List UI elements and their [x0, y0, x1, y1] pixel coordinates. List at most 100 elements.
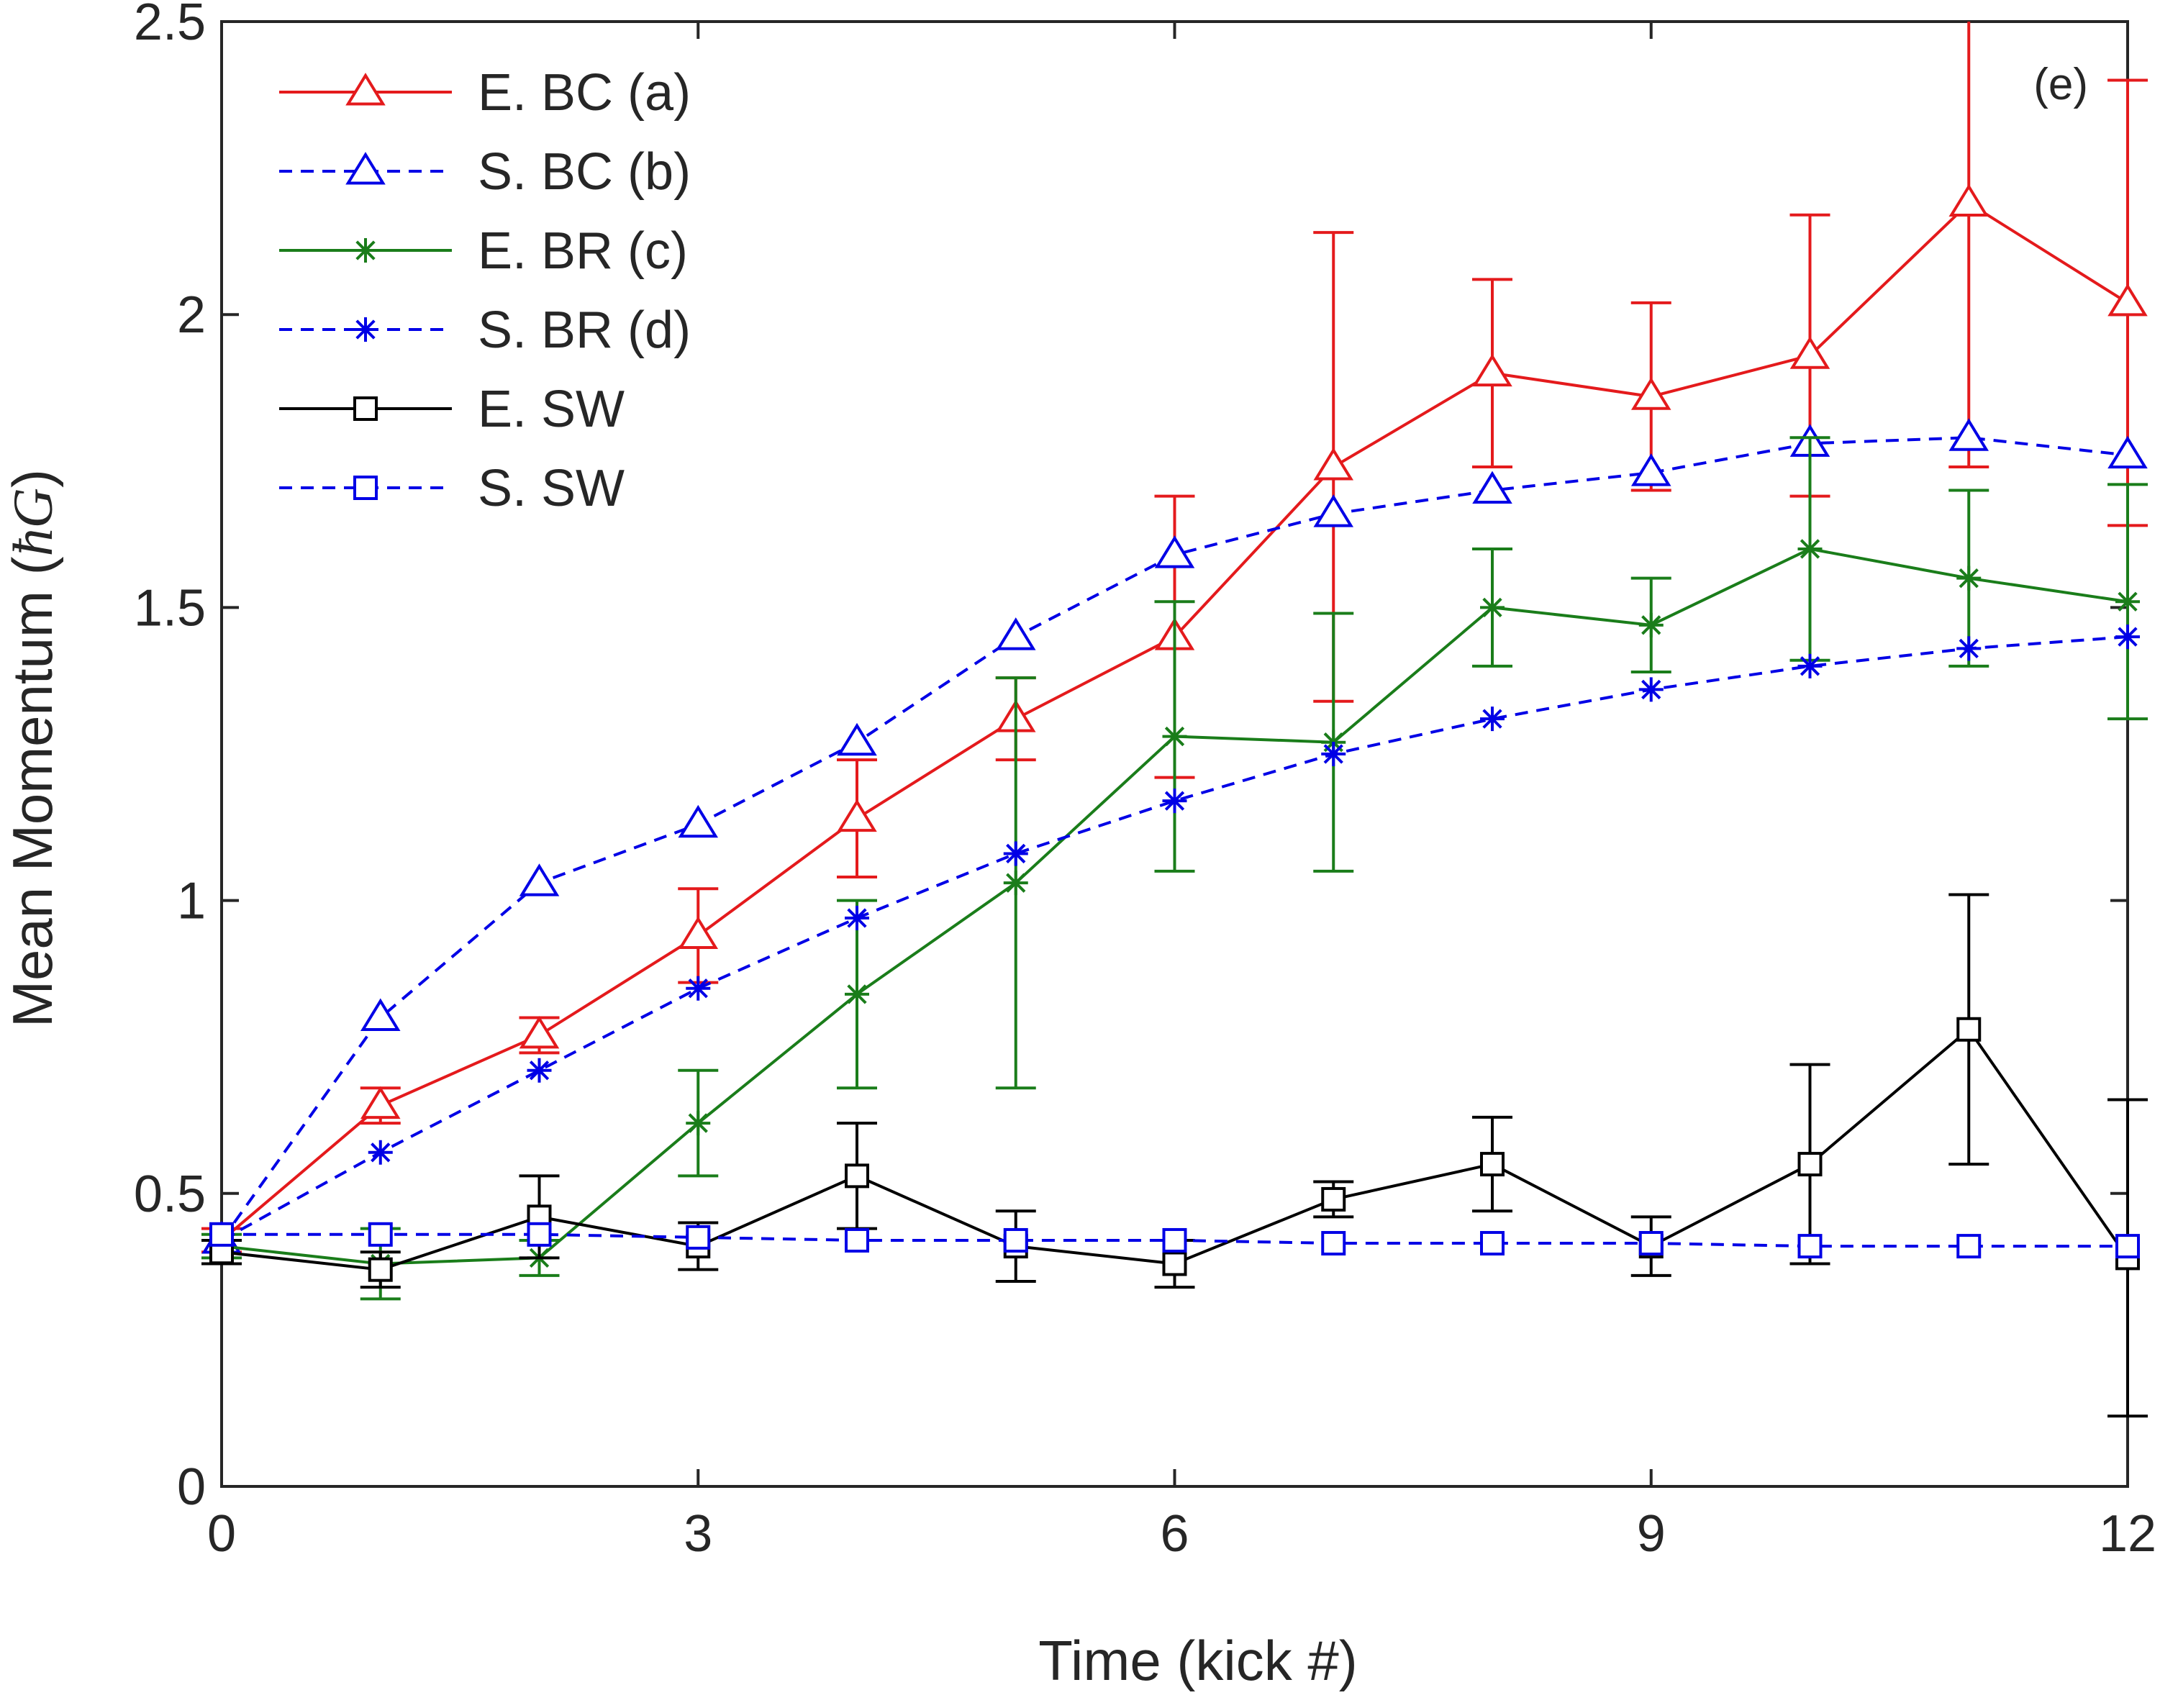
data-point: [1797, 536, 1823, 561]
data-point: [686, 1225, 711, 1250]
legend-label: S. BC (b): [478, 143, 691, 201]
data-point: [845, 1163, 869, 1189]
data-point: [1630, 453, 1671, 486]
data-point: [995, 617, 1036, 650]
data-point: [1162, 1251, 1187, 1276]
data-point: [1480, 707, 1505, 732]
data-point: [368, 1222, 393, 1247]
data-point: [2115, 1234, 2140, 1259]
legend-swatch-marker: [345, 152, 386, 185]
data-point: [1003, 841, 1028, 866]
data-point: [1154, 535, 1195, 568]
data-point: [1321, 1186, 1346, 1212]
series-layer: [201, 22, 2148, 1418]
x-tick-label: 6: [1160, 1505, 1189, 1563]
y-axis-ticks: 0 0.5 1 1.5 2 2.5: [134, 0, 2128, 1516]
data-point: [1797, 1152, 1823, 1177]
y-axis-label-prefix: Mean Momentum (: [1, 556, 64, 1027]
legend-swatch-marker: [345, 73, 386, 106]
legend-item: E. SW: [279, 381, 625, 438]
x-axis-ticks: 0 3 6 9 12: [207, 22, 2156, 1563]
data-point: [1638, 1231, 1664, 1256]
legend-item: E. BR (c): [279, 222, 688, 280]
data-point: [368, 1257, 393, 1282]
x-tick-label: 12: [2099, 1505, 2156, 1563]
data-point: [1797, 653, 1823, 678]
y-tick-label: 0.5: [134, 1166, 206, 1223]
data-point: [1948, 183, 1989, 217]
y-axis-label-unit: ħG: [1, 488, 64, 556]
legend-label: E. SW: [478, 381, 625, 438]
legend-item: E. BC (a): [279, 64, 691, 122]
data-point: [1948, 418, 1989, 451]
data-point: [368, 1140, 393, 1165]
x-tick-label: 0: [207, 1505, 236, 1563]
data-point: [519, 863, 560, 896]
y-axis-label-suffix: ): [1, 469, 64, 488]
data-point: [1789, 336, 1830, 369]
data-point: [686, 976, 711, 1001]
data-point: [2107, 435, 2148, 469]
data-point: [1472, 353, 1512, 387]
data-point: [845, 981, 869, 1007]
legend-item: S. SW: [279, 460, 625, 517]
y-tick-label: 1: [177, 873, 206, 930]
data-point: [1956, 565, 1982, 591]
series-4: [209, 624, 2140, 1253]
data-point: [837, 799, 877, 832]
data-point: [678, 804, 719, 838]
data-point: [1321, 742, 1346, 766]
y-tick-label: 1.5: [134, 579, 206, 637]
data-point: [360, 998, 401, 1031]
data-point: [1003, 1227, 1028, 1253]
legend-swatch-marker: [353, 476, 378, 500]
axes: 0 3 6 9 12 0 0.5 1 1.5 2 2.5: [134, 0, 2156, 1563]
legend-item: S. BR (d): [279, 301, 691, 359]
y-tick-label: 2.5: [134, 0, 206, 51]
data-point: [1162, 789, 1187, 814]
y-tick-label: 2: [177, 286, 206, 344]
data-point: [1003, 871, 1028, 896]
legend-label: E. BR (c): [478, 222, 688, 280]
legend-label: S. SW: [478, 460, 625, 517]
legend: E. BC (a) S. BC (b) E. BR (c) S. BR (d) E. S…: [279, 64, 691, 517]
data-point: [1797, 1234, 1823, 1259]
data-point: [209, 1222, 234, 1247]
data-point: [1313, 494, 1354, 527]
data-point: [1480, 1231, 1505, 1256]
y-axis-label: Mean Momentum (ħG): [1, 469, 64, 1027]
data-point: [1480, 595, 1505, 620]
data-point: [1321, 1231, 1346, 1256]
data-point: [519, 1015, 560, 1049]
panel-label: (e): [2033, 60, 2088, 109]
data-point: [1472, 471, 1512, 504]
data-point: [1313, 448, 1354, 481]
data-point: [2107, 283, 2148, 317]
legend-swatch-marker: [353, 396, 378, 421]
x-tick-label: 3: [684, 1505, 712, 1563]
y-tick-label: 0: [177, 1458, 206, 1516]
data-point: [1162, 1227, 1187, 1253]
data-point: [527, 1058, 552, 1083]
data-point: [686, 1111, 711, 1136]
data-point: [678, 916, 719, 949]
legend-swatch-marker: [353, 238, 378, 263]
data-point: [360, 1086, 401, 1119]
data-point: [1956, 1017, 1982, 1042]
legend-item: S. BC (b): [279, 143, 691, 201]
data-point: [1480, 1152, 1505, 1177]
x-tick-label: 9: [1637, 1505, 1666, 1563]
legend-swatch-marker: [353, 317, 378, 342]
data-point: [1956, 1234, 1982, 1259]
data-point: [1638, 677, 1664, 702]
data-point: [845, 1227, 869, 1253]
data-point: [837, 722, 877, 756]
data-point: [1162, 724, 1187, 749]
x-axis-label: Time (kick #): [1038, 1629, 1357, 1692]
legend-label: E. BC (a): [478, 64, 691, 122]
data-point: [1638, 612, 1664, 637]
data-point: [527, 1222, 552, 1247]
